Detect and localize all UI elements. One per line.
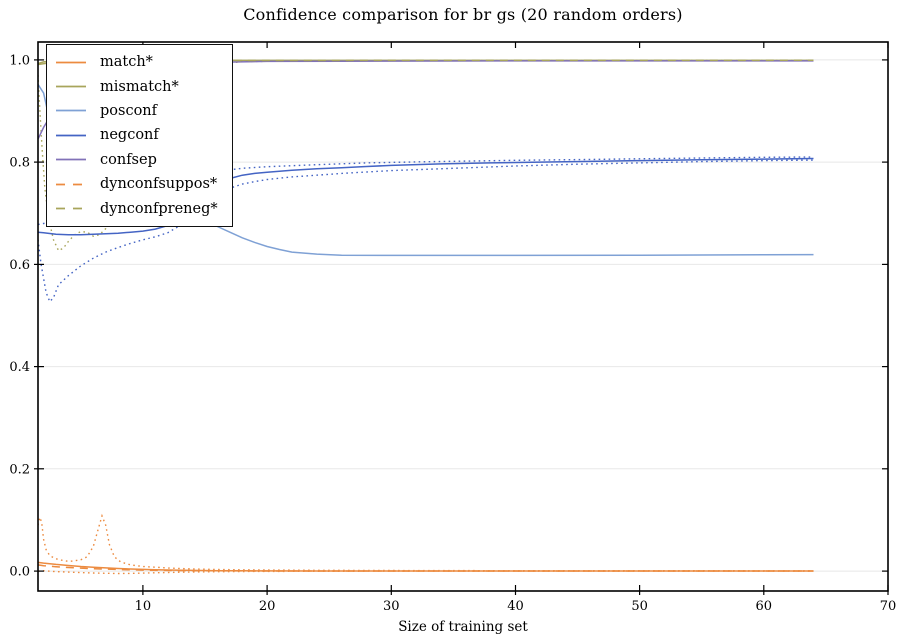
series-dynconfsuppos	[38, 564, 814, 572]
legend-item: negconf	[55, 123, 218, 147]
legend-item: dynconfsuppos*	[55, 172, 218, 196]
x-tick-label: 70	[880, 599, 897, 614]
legend-swatch-solid-line-icon	[56, 61, 86, 64]
legend-item: match*	[55, 50, 218, 74]
legend-label: match*	[100, 54, 153, 71]
plot-border	[37, 41, 889, 592]
series-dynconfpreneg	[38, 59, 814, 66]
legend-item: dynconfpreneg*	[55, 196, 218, 220]
x-tick-label: 50	[631, 599, 648, 614]
x-tick-label: 20	[259, 599, 276, 614]
x-tick-label: 60	[756, 599, 773, 614]
legend-label: dynconfsuppos*	[100, 176, 218, 193]
legend-label: mismatch*	[100, 78, 179, 95]
legend-item: mismatch*	[55, 74, 218, 98]
legend-item: confsep	[55, 148, 218, 172]
y-tick-label: 0.8	[9, 156, 30, 171]
legend-swatch-solid-line-icon	[56, 134, 86, 137]
legend-swatch-dashed-line-icon	[56, 183, 86, 185]
legend-item: posconf	[55, 99, 218, 123]
x-tick-label: 10	[135, 599, 152, 614]
x-tick-label: 40	[507, 599, 524, 614]
legend-swatch-dashed-line-icon	[56, 207, 86, 210]
y-tick-label: 0.0	[9, 565, 30, 580]
legend-label: dynconfpreneg*	[100, 200, 218, 217]
legend: match* mismatch* posconf negconf confsep dync…	[46, 44, 233, 227]
legend-label: negconf	[100, 127, 159, 144]
x-tick-label: 30	[383, 599, 400, 614]
series-match-upper-std	[38, 513, 814, 572]
y-tick-label: 0.6	[9, 258, 30, 273]
y-tick-label: 0.2	[9, 462, 30, 477]
chart-title: Confidence comparison for br gs (20 rand…	[243, 5, 683, 24]
legend-swatch-solid-line-icon	[56, 85, 86, 88]
x-axis-label: Size of training set	[398, 619, 528, 635]
y-tick-label: 0.4	[9, 360, 30, 375]
legend-swatch-solid-line-icon	[56, 158, 86, 161]
y-tick-label: 1.0	[9, 53, 30, 68]
legend-label: posconf	[100, 102, 158, 119]
legend-label: confsep	[100, 151, 157, 168]
legend-swatch-solid-line-icon	[56, 110, 86, 112]
